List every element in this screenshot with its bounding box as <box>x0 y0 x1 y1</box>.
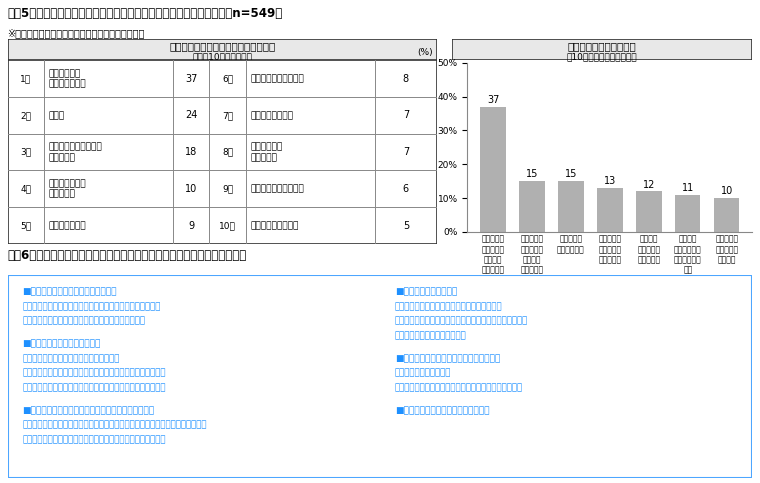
Text: （10％以上の項目を抜粋）: （10％以上の項目を抜粋） <box>567 53 638 62</box>
Text: ホットサンドメーカー: ホットサンドメーカー <box>250 74 304 83</box>
Text: ジューサー・ミキサー: ジューサー・ミキサー <box>250 185 304 193</box>
Text: ・ヨーグルトメーカー（楽しい、いろんなものが作れる）: ・ヨーグルトメーカー（楽しい、いろんなものが作れる） <box>395 317 528 326</box>
Text: コロナ禍の生活中に購入した調理家電: コロナ禍の生活中に購入した調理家電 <box>169 41 275 51</box>
Text: 1位: 1位 <box>21 74 31 83</box>
Text: 自動調理鍋・
電気圧力鍋: 自動調理鍋・ 電気圧力鍋 <box>250 142 283 162</box>
Text: 6: 6 <box>403 184 409 194</box>
Text: ・電気調理鍋（時短、レパートリーが増える）: ・電気調理鍋（時短、レパートリーが増える） <box>395 302 502 311</box>
Text: 5: 5 <box>403 221 409 230</box>
Text: 電子レンジ・
オーブンレンジ: 電子レンジ・ オーブンレンジ <box>49 69 86 88</box>
Text: 調理家電を購入した理由: 調理家電を購入した理由 <box>568 41 637 51</box>
Text: 7: 7 <box>403 147 409 157</box>
Text: 5位: 5位 <box>21 221 31 230</box>
Text: ■テイクアウト、デリバリー、中食の増加: ■テイクアウト、デリバリー、中食の増加 <box>395 354 500 363</box>
Text: ■料理のレパートリーが増えた: ■料理のレパートリーが増えた <box>23 340 101 348</box>
Text: ・緑茶、スムージー、はちみつ、ニンニク、オートミールなど: ・緑茶、スムージー、はちみつ、ニンニク、オートミールなど <box>23 435 166 444</box>
Text: 7位: 7位 <box>222 111 233 120</box>
Text: 15: 15 <box>565 170 577 179</box>
Text: ■調理用品を購入し活用: ■調理用品を購入し活用 <box>395 287 458 297</box>
Text: 3位: 3位 <box>21 148 31 156</box>
Text: ■お取り寄せグルメ、高級食材の購入: ■お取り寄せグルメ、高級食材の購入 <box>395 406 489 415</box>
Text: フードプロセッサー: フードプロセッサー <box>250 221 299 230</box>
Text: ＜図6＞コロナ禍の食生活でやってみてよかったこと（自由回答一部抜粋）: ＜図6＞コロナ禍の食生活でやってみてよかったこと（自由回答一部抜粋） <box>8 249 247 262</box>
Text: ジャーポット・
電気ケトル: ジャーポット・ 電気ケトル <box>49 179 86 199</box>
Text: 18: 18 <box>185 147 198 157</box>
Bar <box>480 107 505 232</box>
Text: ・冷凍食品、レトルト商品の活用（美味しい、時短）: ・冷凍食品、レトルト商品の活用（美味しい、時短） <box>23 317 145 326</box>
Text: 9位: 9位 <box>222 185 233 193</box>
Text: ・乳酸菌（納豆、ヨーグルト、米麹）、ビタミン、水溶性食物繊維、たんぱく質: ・乳酸菌（納豆、ヨーグルト、米麹）、ビタミン、水溶性食物繊維、たんぱく質 <box>23 421 207 429</box>
Text: ■健康／免疫カアップのための食事で体調がよくなる: ■健康／免疫カアップのための食事で体調がよくなる <box>23 406 154 415</box>
Text: 10: 10 <box>185 184 198 194</box>
Text: 2位: 2位 <box>21 111 31 120</box>
Text: ・エスニック、メキシカン料理にチャレンジ、香辛料が増えた: ・エスニック、メキシカン料理にチャレンジ、香辛料が増えた <box>23 383 166 392</box>
Text: 7: 7 <box>403 111 409 120</box>
Text: ・高級トースター（美味しい）: ・高級トースター（美味しい） <box>395 331 467 341</box>
Text: 10位: 10位 <box>219 221 236 230</box>
Text: 15: 15 <box>526 170 538 179</box>
Text: ・いろいろなお店のテイクアウト、デリバリーを楽しむ: ・いろいろなお店のテイクアウト、デリバリーを楽しむ <box>395 383 523 392</box>
Text: 4位: 4位 <box>21 185 31 193</box>
Text: 11: 11 <box>682 183 694 193</box>
Text: ・手間のかかる料理を作る（出汁をとる、お菓子、燻製など）: ・手間のかかる料理を作る（出汁をとる、お菓子、燻製など） <box>23 369 166 378</box>
Bar <box>559 181 584 232</box>
Text: 炊飯器: 炊飯器 <box>49 111 65 120</box>
Bar <box>519 181 545 232</box>
Text: 9: 9 <box>188 221 195 230</box>
Text: 8位: 8位 <box>222 148 233 156</box>
Text: 6位: 6位 <box>222 74 233 83</box>
Text: ・レシピアプリ、料理番組から情報を得る: ・レシピアプリ、料理番組から情報を得る <box>23 354 120 363</box>
Text: ・作り置きをする、まとめ買いしてお肉をタレに漬けて冷凍: ・作り置きをする、まとめ買いしてお肉をタレに漬けて冷凍 <box>23 302 161 311</box>
Text: ・高級スイーツ、お惣菜: ・高級スイーツ、お惣菜 <box>395 369 451 378</box>
Bar <box>597 188 622 232</box>
Text: (%): (%) <box>417 48 432 57</box>
Text: 12: 12 <box>643 180 655 189</box>
Text: 37: 37 <box>185 74 198 84</box>
Text: 8: 8 <box>403 74 409 84</box>
Text: 24: 24 <box>185 111 198 120</box>
Text: ＜図5＞コロナ禍の生活中に購入した調理家電と理由（複数回答）　（n=549）: ＜図5＞コロナ禍の生活中に購入した調理家電と理由（複数回答） （n=549） <box>8 7 283 20</box>
Text: 37: 37 <box>487 95 499 105</box>
Text: コーヒーメーカー: コーヒーメーカー <box>250 111 293 120</box>
Bar <box>675 195 701 232</box>
Text: ■まとめ買い／ストックで食費節約へ: ■まとめ買い／ストックで食費節約へ <box>23 287 117 297</box>
Text: （上位10項目を抜粋）: （上位10項目を抜粋） <box>192 53 252 62</box>
Text: 10: 10 <box>720 186 733 196</box>
Text: ホットプレート: ホットプレート <box>49 221 86 230</box>
Text: オーブントースター・
トースター: オーブントースター・ トースター <box>49 142 102 162</box>
Text: ※コロナ禍の生活中に調理家電を購入した人ベース: ※コロナ禍の生活中に調理家電を購入した人ベース <box>8 28 145 38</box>
Bar <box>636 191 661 232</box>
Bar <box>714 198 739 232</box>
Text: 13: 13 <box>603 176 616 186</box>
